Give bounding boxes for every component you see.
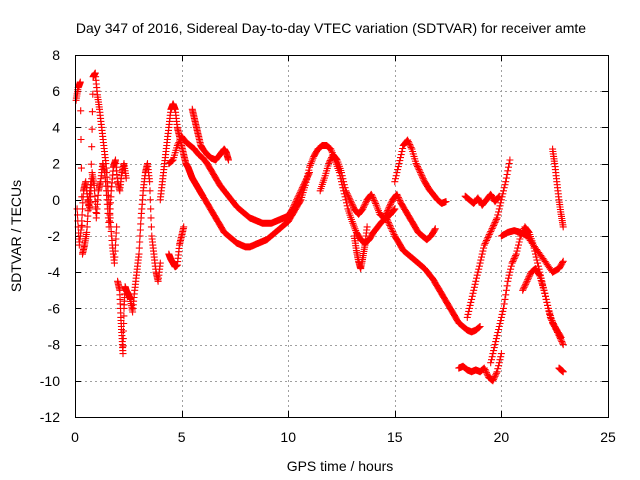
y-tick-label: -6 (48, 300, 61, 316)
series-markers (382, 214, 484, 336)
series-markers (455, 350, 505, 385)
series-12 (455, 350, 505, 385)
x-tick-label: 0 (71, 429, 79, 445)
series-markers (555, 364, 567, 376)
y-tick-label: -12 (40, 409, 60, 425)
series-6 (165, 223, 188, 271)
y-tick-label: -2 (48, 228, 61, 244)
series-markers (165, 223, 188, 271)
series-3 (156, 100, 292, 251)
tick-labels: 0 5 10 15 20 25 -12 -10 -8 -6 -4 -2 0 2 4 6 8 (40, 47, 616, 445)
data-points (72, 69, 567, 385)
y-tick-label: 4 (52, 119, 60, 135)
plot-frame (75, 55, 609, 418)
series-11 (382, 214, 484, 336)
series-markers (461, 190, 503, 209)
x-axis-label: GPS time / hours (287, 458, 394, 474)
y-tick-label: 6 (52, 83, 60, 99)
y-tick-label: -4 (48, 264, 61, 280)
series-markers (72, 69, 121, 267)
y-tick-label: -8 (48, 337, 61, 353)
x-tick-label: 10 (280, 429, 296, 445)
y-tick-label: 0 (52, 192, 60, 208)
x-tick-label: 15 (387, 429, 403, 445)
series-5 (188, 105, 232, 164)
x-tick-label: 25 (600, 429, 616, 445)
series-markers (519, 265, 565, 341)
series-14 (461, 190, 503, 209)
y-axis-label: SDTVAR / TECUs (8, 180, 24, 292)
series-19 (555, 364, 567, 376)
series-16 (497, 227, 567, 276)
series-markers (350, 223, 371, 273)
y-tick-label: 2 (52, 156, 60, 172)
y-tick-label: -10 (40, 373, 60, 389)
series-18 (549, 145, 567, 231)
series-markers (549, 145, 567, 231)
x-tick-label: 5 (178, 429, 186, 445)
x-tick-label: 20 (494, 429, 510, 445)
series-markers (463, 156, 514, 321)
series-markers (497, 227, 567, 276)
chart-title: Day 347 of 2016, Sidereal Day-to-day VTE… (76, 20, 586, 36)
y-tick-label: 8 (52, 47, 60, 63)
series-13 (463, 156, 514, 321)
series-9 (350, 223, 371, 273)
series-2 (114, 160, 164, 358)
series-markers (156, 100, 292, 251)
series-markers (188, 105, 232, 164)
series-1 (72, 69, 121, 267)
series-markers (391, 136, 450, 207)
series-markers (114, 160, 164, 358)
series-17 (519, 265, 565, 341)
series-10 (391, 136, 450, 207)
